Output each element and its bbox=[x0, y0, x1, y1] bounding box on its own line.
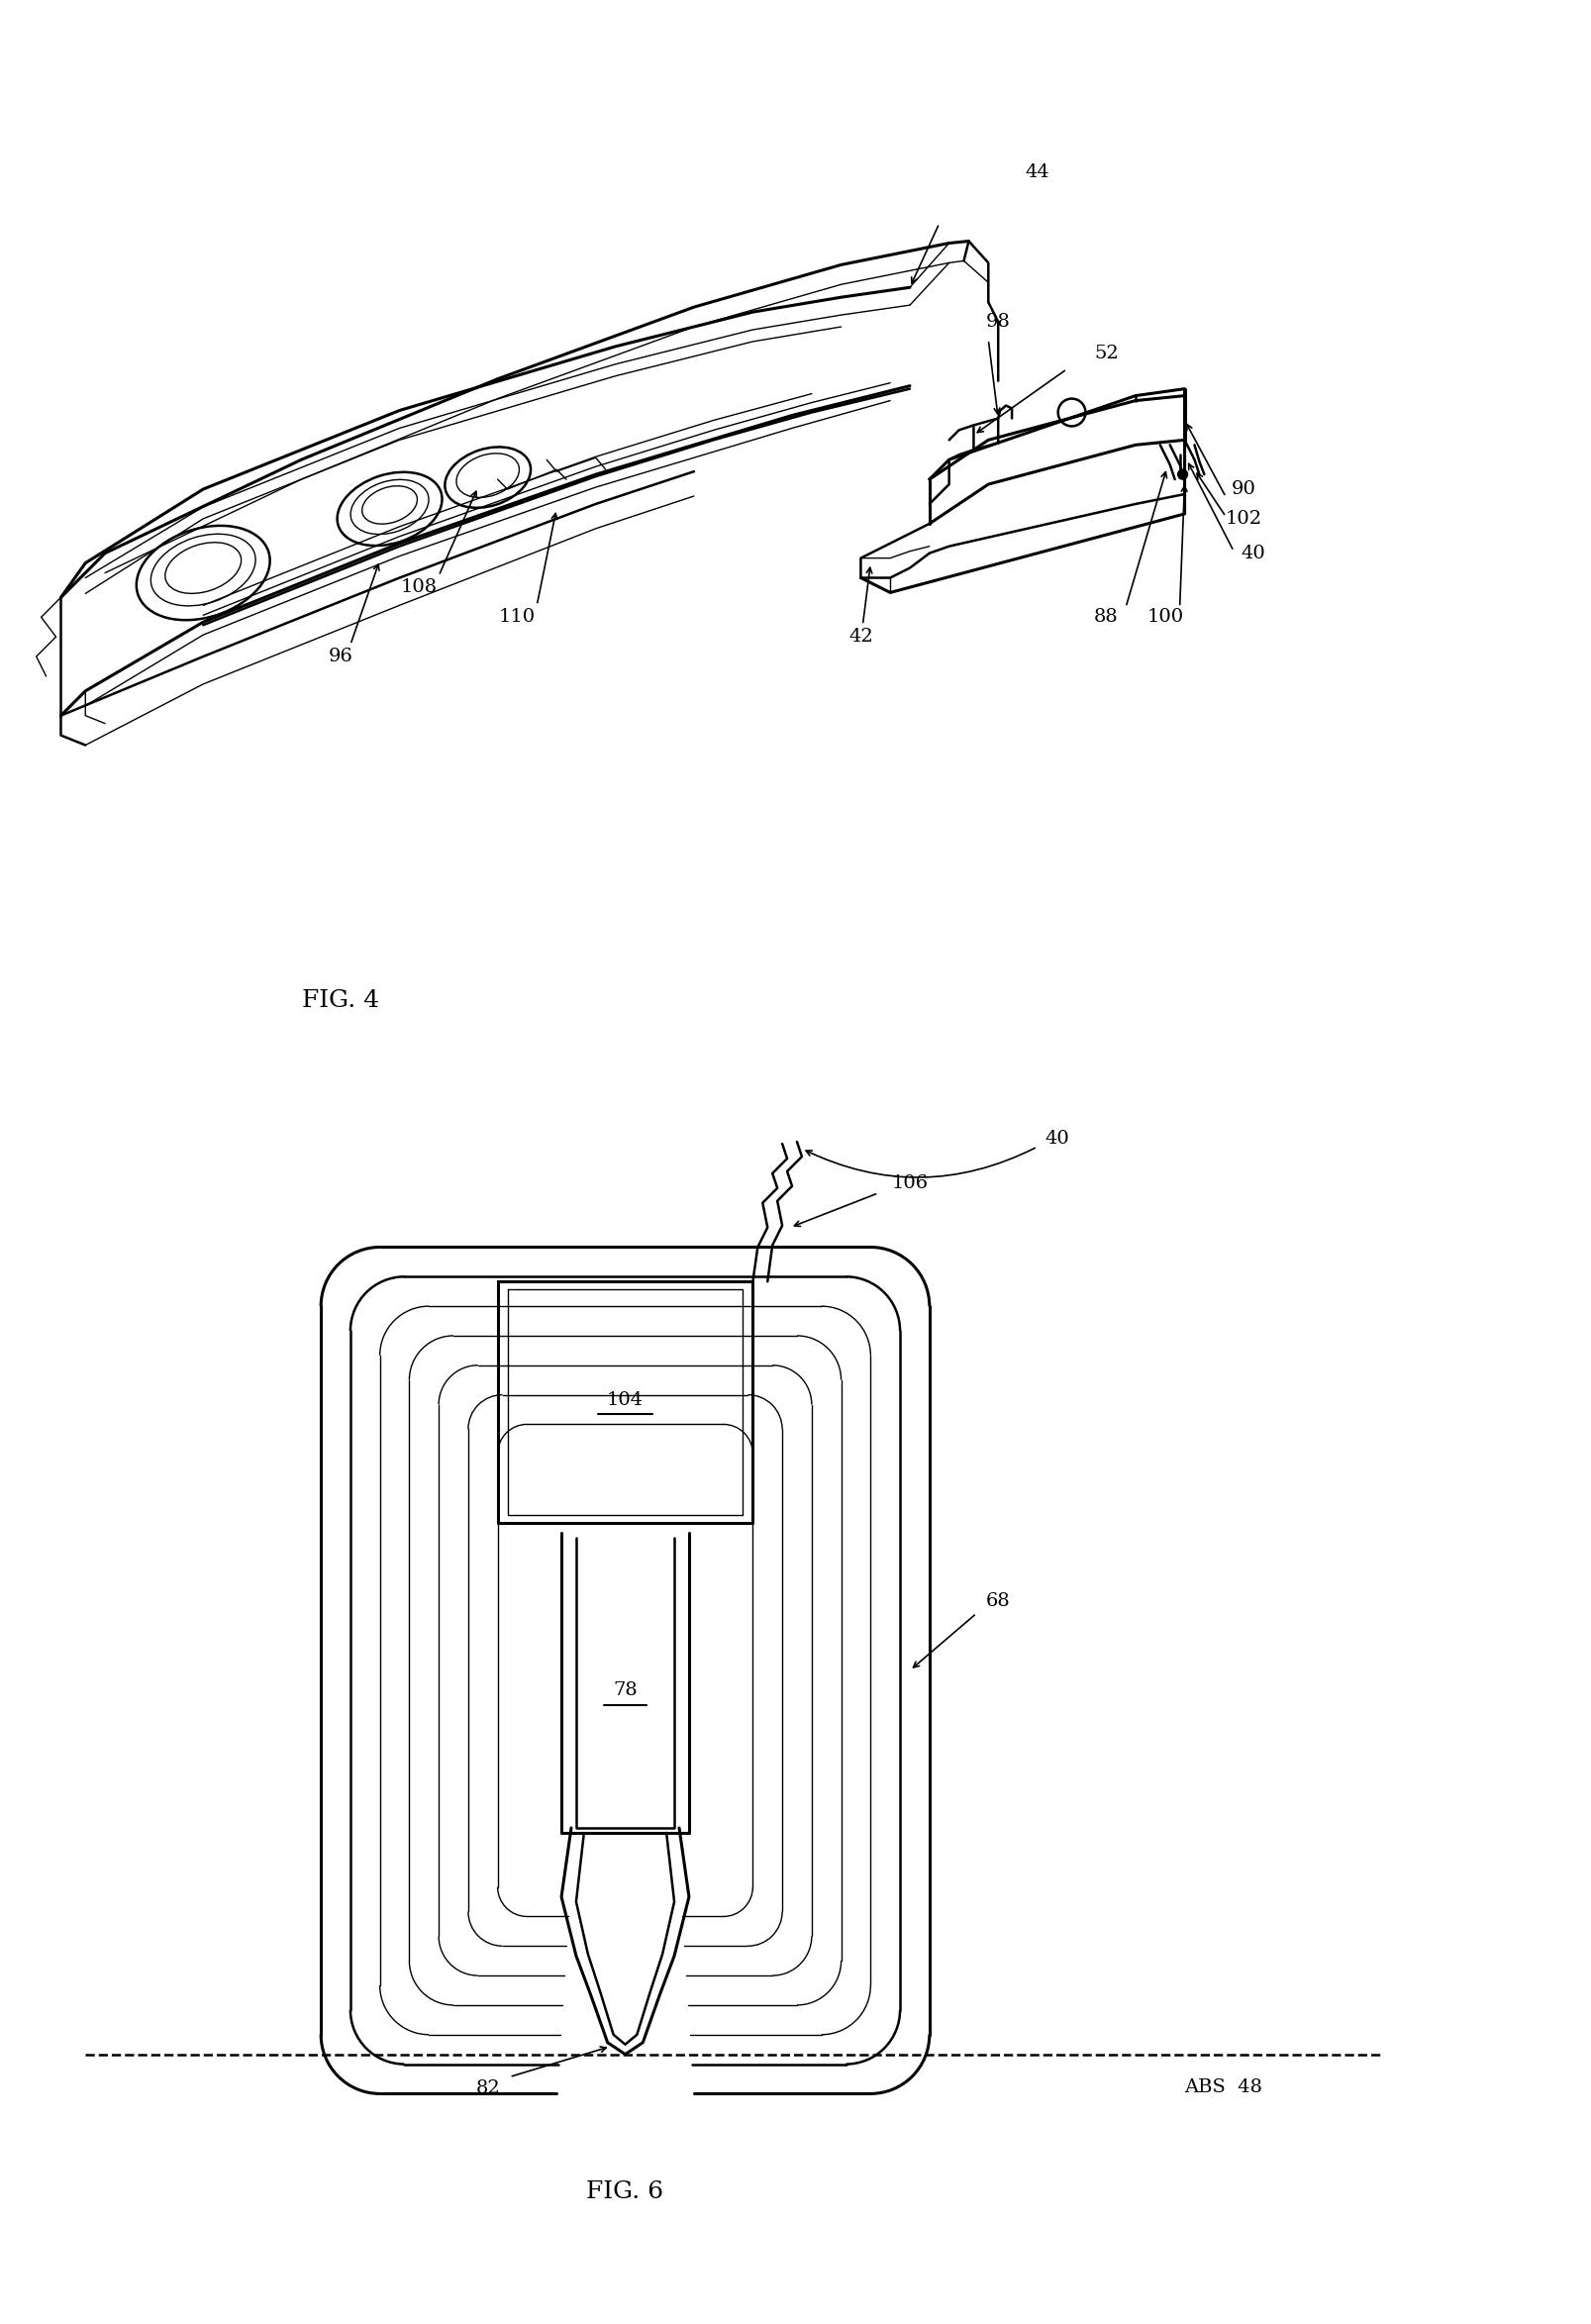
Text: 96: 96 bbox=[328, 648, 353, 665]
Text: ABS  48: ABS 48 bbox=[1185, 2080, 1263, 2096]
Text: FIG. 6: FIG. 6 bbox=[587, 2180, 663, 2203]
Text: FIG. 4: FIG. 4 bbox=[302, 990, 379, 1013]
Text: 110: 110 bbox=[500, 609, 536, 625]
Text: 82: 82 bbox=[476, 2080, 500, 2099]
Text: 40: 40 bbox=[1241, 544, 1265, 562]
Text: 88: 88 bbox=[1095, 609, 1118, 625]
Text: 98: 98 bbox=[986, 314, 1010, 330]
Text: 44: 44 bbox=[1025, 163, 1050, 181]
Text: 102: 102 bbox=[1225, 509, 1262, 528]
Text: 104: 104 bbox=[606, 1390, 644, 1408]
Text: 108: 108 bbox=[401, 579, 438, 597]
Text: 106: 106 bbox=[891, 1174, 928, 1192]
Circle shape bbox=[1177, 469, 1187, 479]
Text: 68: 68 bbox=[986, 1592, 1010, 1611]
Text: 52: 52 bbox=[1095, 344, 1118, 363]
Text: 78: 78 bbox=[613, 1680, 638, 1699]
Text: 40: 40 bbox=[1045, 1129, 1069, 1148]
Text: 42: 42 bbox=[848, 627, 873, 646]
Text: 90: 90 bbox=[1231, 481, 1255, 497]
Text: 100: 100 bbox=[1147, 609, 1184, 625]
